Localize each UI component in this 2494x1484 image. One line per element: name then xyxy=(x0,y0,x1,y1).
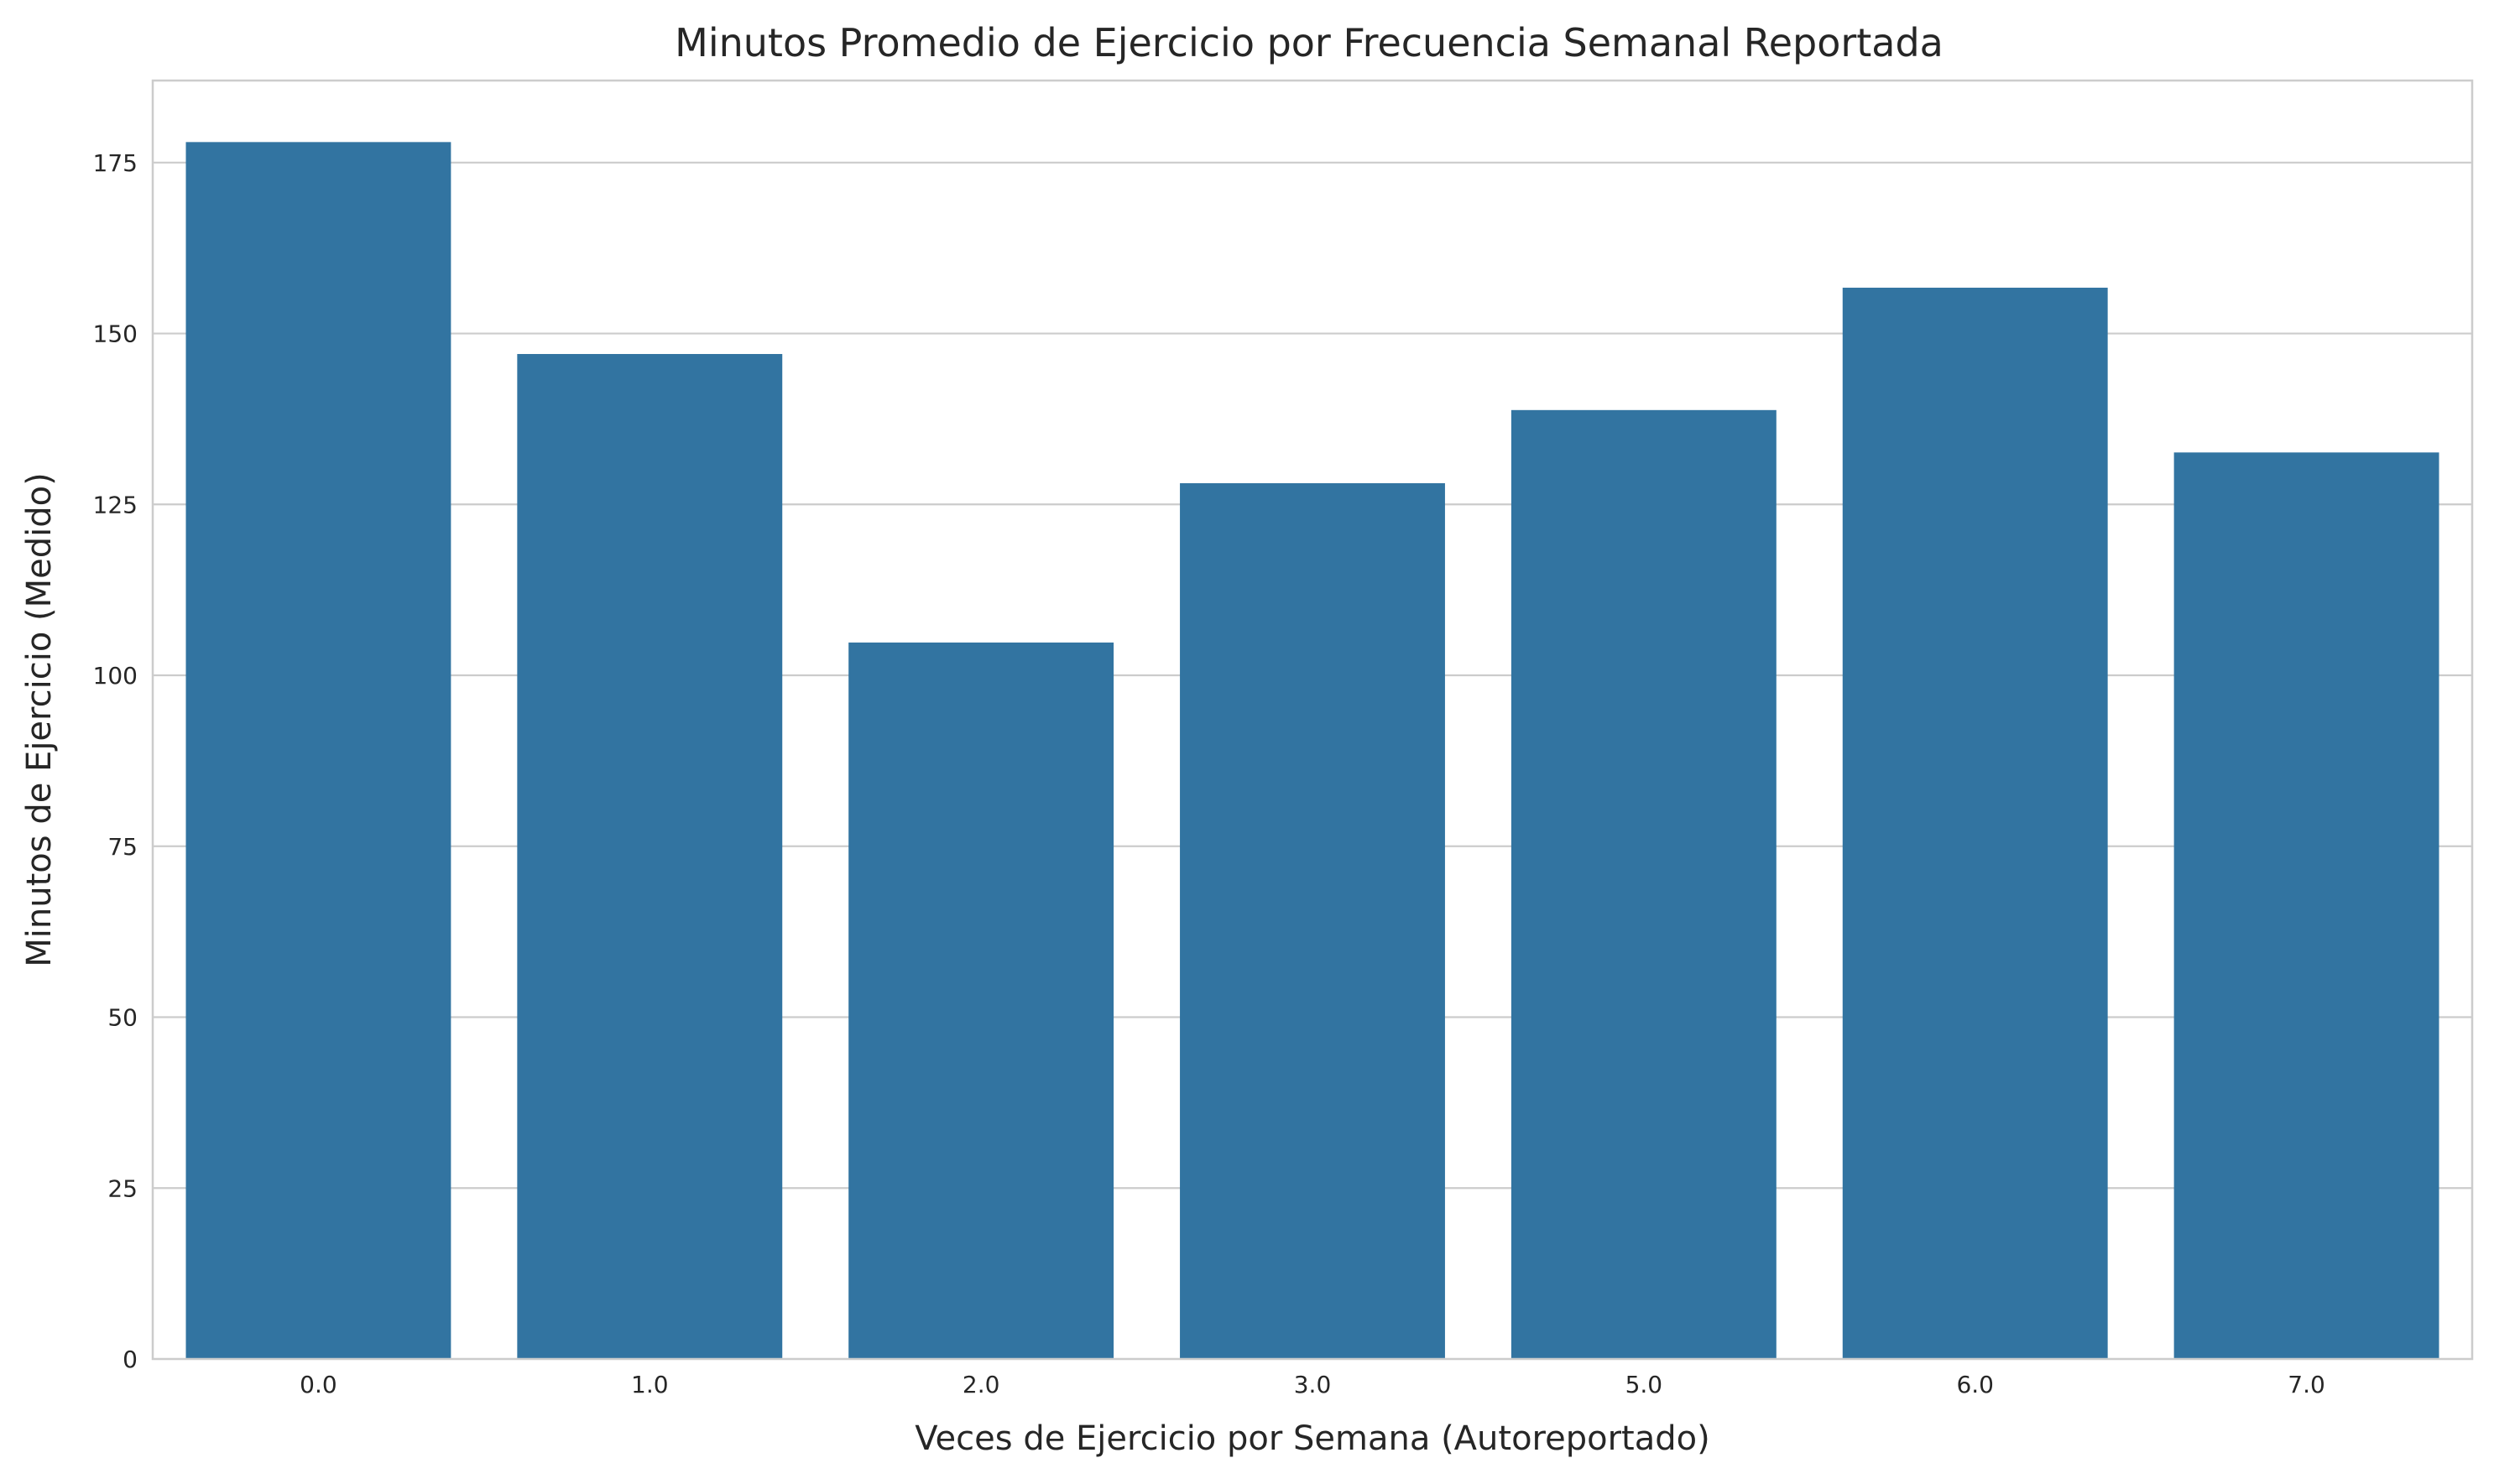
y-tick-label: 75 xyxy=(107,833,138,861)
x-axis-ticks: 0.0 1.0 2.0 3.0 5.0 6.0 7.0 xyxy=(300,1371,2325,1398)
y-tick-label: 125 xyxy=(93,491,138,518)
y-tick-label: 25 xyxy=(107,1174,138,1202)
y-tick-label: 150 xyxy=(93,320,138,348)
x-axis-label: Veces de Ejercicio por Semana (Autorepor… xyxy=(915,1419,1709,1458)
x-tick-label: 2.0 xyxy=(963,1371,1000,1398)
y-axis-ticks: 0 25 50 75 100 125 150 175 xyxy=(93,149,138,1373)
x-tick-label: 3.0 xyxy=(1294,1371,1332,1398)
bar-0.0 xyxy=(185,142,451,1359)
plot-frame xyxy=(151,79,2474,1361)
y-tick-label: 50 xyxy=(107,1004,138,1032)
bar-6.0 xyxy=(1842,287,2108,1359)
bars xyxy=(185,142,2439,1360)
x-tick-label: 7.0 xyxy=(2288,1371,2325,1398)
bar-2.0 xyxy=(848,642,1114,1359)
y-tick-label: 100 xyxy=(93,662,138,690)
bar-3.0 xyxy=(1180,483,1445,1359)
y-tick-label: 175 xyxy=(93,149,138,177)
chart-title: Minutos Promedio de Ejercicio por Frecue… xyxy=(675,20,1944,65)
bar-5.0 xyxy=(1510,409,1777,1359)
y-axis-label: Minutos de Ejercicio (Medido) xyxy=(20,472,59,966)
bar-7.0 xyxy=(2173,452,2439,1359)
x-tick-label: 1.0 xyxy=(631,1371,669,1398)
x-tick-label: 5.0 xyxy=(1625,1371,1663,1398)
x-tick-label: 6.0 xyxy=(1956,1371,1994,1398)
bar-1.0 xyxy=(517,353,783,1360)
y-tick-label: 0 xyxy=(123,1346,138,1373)
x-tick-label: 0.0 xyxy=(300,1371,337,1398)
